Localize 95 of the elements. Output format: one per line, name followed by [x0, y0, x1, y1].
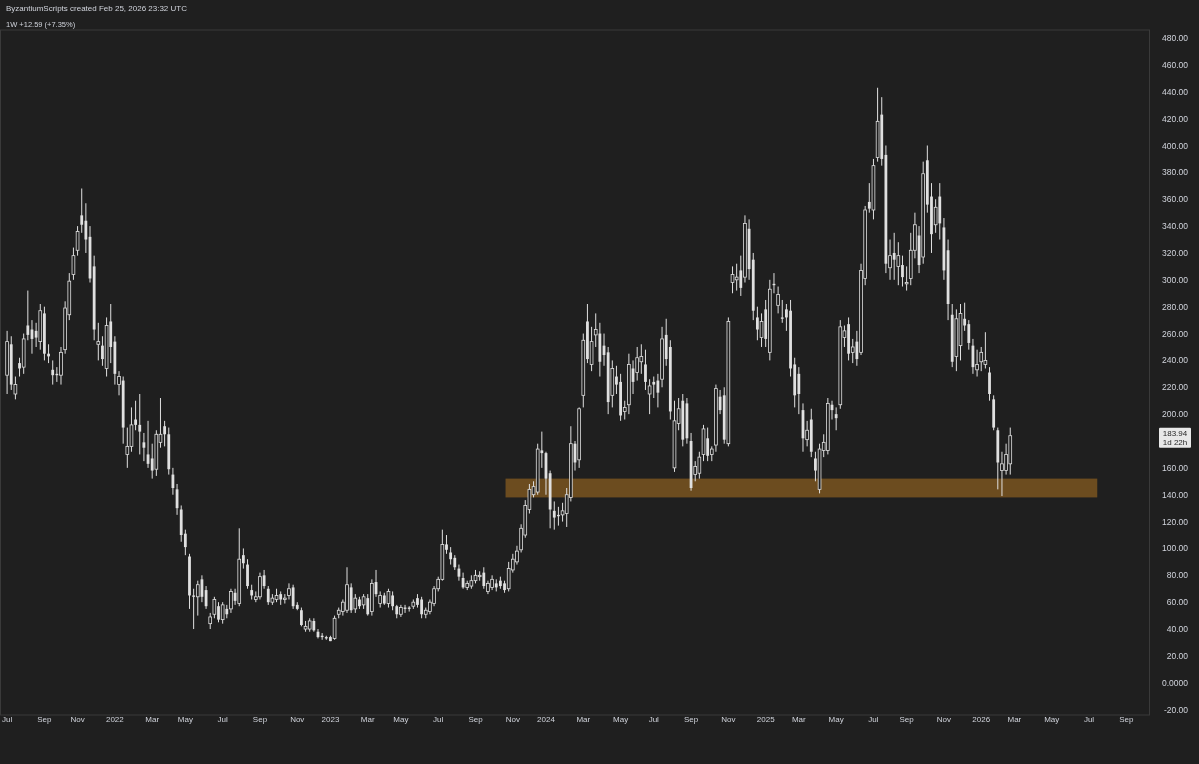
y-tick-label: 300.00: [1162, 274, 1189, 285]
candlestick: [291, 584, 295, 610]
candlestick: [258, 572, 262, 600]
x-tick-label: May: [828, 715, 844, 724]
x-tick-label: 2025: [756, 715, 776, 724]
text: 1d 22h: [1162, 438, 1188, 448]
x-tick-label: 2026: [972, 715, 991, 724]
y-tick-label: -20.00: [1163, 704, 1189, 715]
y-tick-label: 160.00: [1162, 462, 1189, 473]
y-tick-label: 480.00: [1162, 33, 1189, 44]
y-tick-label: 460.00: [1162, 59, 1189, 70]
candlestick: [552, 500, 556, 531]
candlestick: [734, 263, 739, 292]
candlestick: [300, 607, 303, 627]
x-tick-label: Nov: [721, 715, 736, 724]
y-tick-label: 220.00: [1162, 382, 1189, 393]
y-tick-label: 320.00: [1162, 247, 1189, 258]
candlestick: [983, 331, 988, 369]
x-tick-label: Sep: [468, 715, 484, 724]
candlestick: [988, 366, 991, 402]
x-tick-label: Mar: [791, 715, 807, 724]
candlestick: [420, 596, 424, 619]
x-tick-label: Mar: [576, 715, 591, 724]
candlestick: [730, 265, 735, 294]
x-tick-label: Jul: [433, 715, 444, 724]
candlestick: [266, 585, 270, 606]
x-tick-label: Jul: [648, 715, 660, 724]
y-tick-label: 360.00: [1162, 194, 1189, 205]
candlestick: [647, 378, 652, 415]
x-tick-label: Jul: [1, 715, 13, 724]
candlestick: [125, 427, 130, 469]
y-tick-label: 120.00: [1162, 516, 1189, 527]
x-tick-label: Nov: [70, 715, 85, 724]
candlestick: [195, 580, 200, 617]
candlestick: [142, 432, 146, 462]
candlestick: [220, 601, 225, 625]
x-tick-label: Jul: [1083, 715, 1095, 724]
candlestick: [892, 232, 896, 281]
y-tick-label: 420.00: [1162, 113, 1189, 124]
y-tick-label: 80.00: [1166, 570, 1189, 581]
y-tick-label: 280.00: [1162, 301, 1189, 312]
candlestick: [138, 393, 142, 455]
candlestick: [246, 558, 249, 590]
candlestick: [84, 202, 88, 254]
y-tick-label: 380.00: [1162, 167, 1189, 178]
y-tick-label: 100.00: [1162, 543, 1189, 554]
y-tick-label: 60.00: [1166, 597, 1189, 608]
y-tick-label: 260.00: [1162, 328, 1189, 339]
candlestick: [797, 366, 801, 415]
x-tick-label: May: [1044, 715, 1060, 724]
candlestick: [967, 319, 971, 351]
candlestick: [192, 588, 196, 630]
candlestick: [229, 588, 233, 614]
candlestick: [780, 299, 784, 324]
y-tick-label: 40.00: [1166, 624, 1189, 635]
x-tick-label: Nov: [505, 715, 520, 724]
x-tick-label: Nov: [936, 715, 952, 724]
candlestick: [332, 615, 337, 641]
y-tick-label: 240.00: [1162, 355, 1189, 366]
x-tick-label: May: [613, 715, 629, 724]
x-tick-label: Mar: [145, 715, 160, 724]
x-tick-label: Sep: [37, 715, 53, 724]
candlestick: [644, 349, 647, 391]
candlestick: [482, 566, 486, 590]
y-tick-label: 140.00: [1162, 489, 1189, 500]
x-tick-label: Mar: [1007, 715, 1022, 724]
x-tick-label: May: [177, 715, 193, 724]
y-tick-label: 440.00: [1162, 86, 1189, 97]
x-tick-label: Sep: [899, 715, 915, 724]
text: ByzantiumScripts created Feb 25, 2026 23:32 UTC: [6, 4, 188, 13]
x-tick-label: 2024: [537, 715, 556, 724]
x-tick-label: Sep: [683, 715, 699, 724]
y-tick-label: 200.00: [1162, 409, 1189, 420]
candlestick: [51, 359, 55, 386]
text: 183.94: [1162, 429, 1188, 439]
candlestick: [96, 322, 101, 361]
candlestick: [349, 582, 353, 614]
x-tick-label: Nov: [290, 715, 305, 724]
x-tick-label: Mar: [360, 715, 375, 724]
candlestick: [1000, 451, 1004, 497]
x-tick-label: Jul: [217, 715, 228, 724]
candlestick: [386, 588, 391, 609]
y-tick-label: 340.00: [1162, 221, 1189, 232]
x-tick-label: Jul: [868, 715, 879, 724]
candlestick: [652, 376, 656, 399]
y-tick-label: 20.00: [1166, 650, 1189, 661]
x-tick-label: Sep: [1119, 715, 1134, 724]
candlestick: [834, 406, 838, 431]
x-tick-label: 2023: [321, 715, 340, 724]
candlestick: [776, 286, 780, 314]
y-tick-label: 400.00: [1162, 140, 1189, 151]
x-tick-label: Sep: [252, 715, 268, 724]
x-tick-label: 2022: [105, 715, 125, 724]
x-tick-label: May: [393, 715, 409, 724]
y-tick-label: 0.0000: [1162, 677, 1189, 688]
